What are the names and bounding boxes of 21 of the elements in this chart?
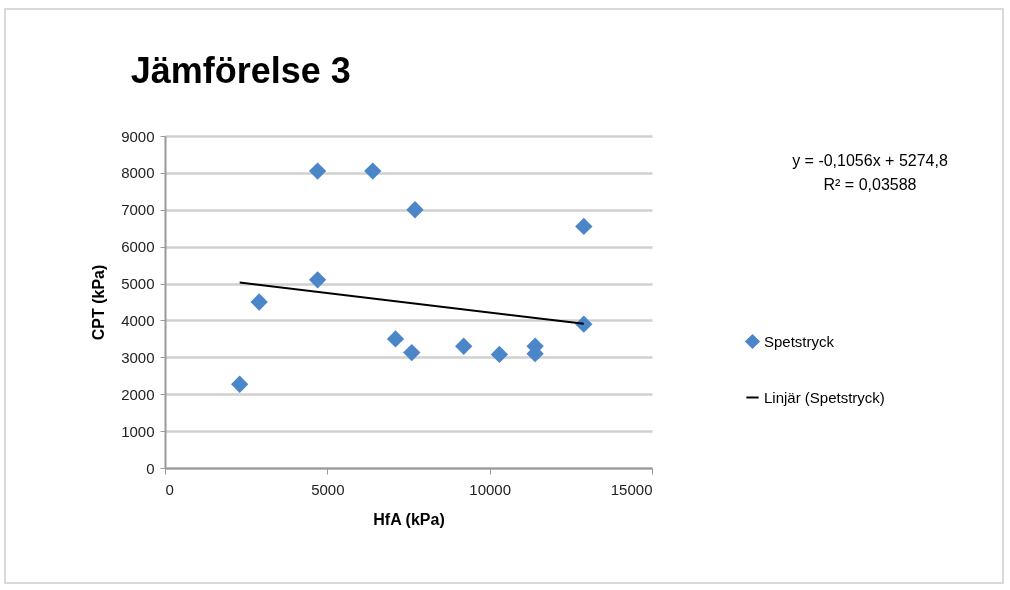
- chart-title: Jämförelse 3: [130, 50, 351, 91]
- y-tick-label: 7000: [121, 201, 155, 219]
- x-axis-title: HfA (kPa): [373, 510, 445, 528]
- y-tick-label: 3000: [121, 348, 155, 366]
- y-axis-title: CPT (kPa): [90, 264, 108, 341]
- y-tick-label: 6000: [121, 238, 155, 256]
- y-tick-label: 5000: [121, 275, 155, 293]
- legend-label: Spetstryck: [764, 332, 835, 350]
- x-tick-label: 0: [165, 480, 174, 498]
- x-tick-label: 10000: [469, 480, 512, 498]
- text: y = -0,1056x + 5274,8: [791, 151, 949, 171]
- y-tick-label: 2000: [121, 385, 155, 403]
- legend-label: Linjär (Spetstryck): [764, 388, 885, 406]
- y-tick-label: 1000: [121, 422, 155, 440]
- text: R² = 0,03588: [822, 175, 918, 195]
- y-tick-label: 0: [146, 459, 155, 477]
- x-tick-label: 15000: [610, 480, 653, 498]
- y-tick-label: 4000: [121, 311, 155, 329]
- y-tick-label: 8000: [121, 164, 155, 182]
- y-tick-label: 9000: [121, 127, 155, 145]
- x-tick-label: 5000: [311, 480, 345, 498]
